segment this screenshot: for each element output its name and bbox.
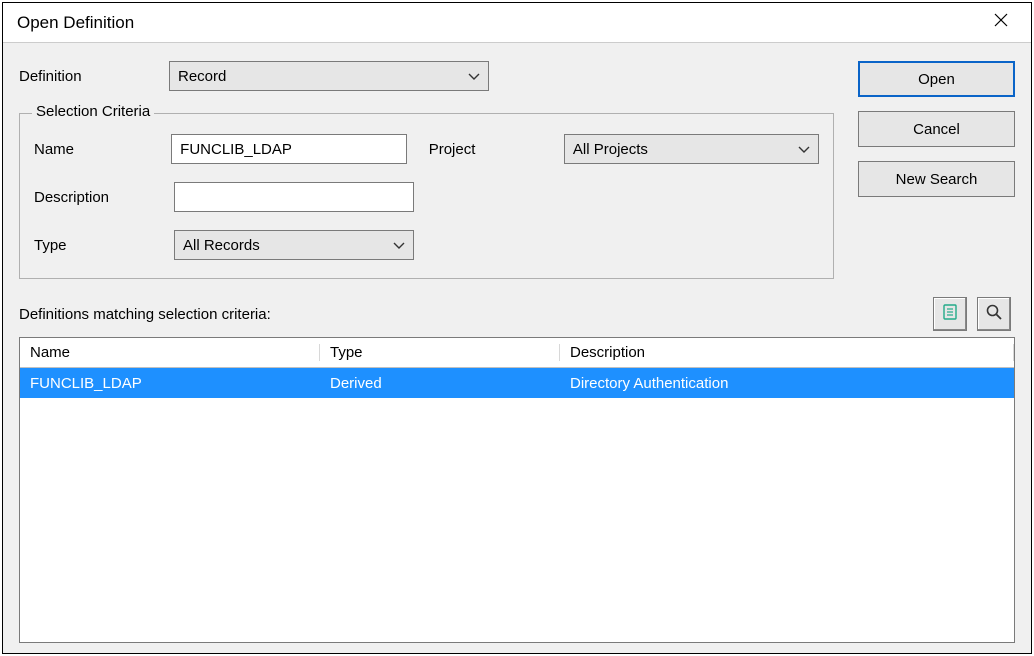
type-label: Type	[34, 237, 174, 254]
column-header-description[interactable]: Description	[560, 344, 1014, 361]
chevron-down-icon	[387, 237, 405, 254]
cancel-button[interactable]: Cancel	[858, 111, 1015, 147]
type-combo-value: All Records	[183, 237, 387, 254]
description-input[interactable]	[174, 182, 414, 212]
results-header: Name Type Description	[20, 338, 1014, 368]
project-combo-value: All Projects	[573, 141, 792, 158]
type-combo[interactable]: All Records	[174, 230, 414, 260]
chevron-down-icon	[462, 68, 480, 85]
cell-name: FUNCLIB_LDAP	[20, 375, 320, 392]
column-header-name[interactable]: Name	[20, 344, 320, 361]
open-button[interactable]: Open	[858, 61, 1015, 97]
open-definition-dialog: Open Definition Definition Record Sele	[2, 2, 1032, 654]
cell-description: Directory Authentication	[560, 375, 1014, 392]
results-body: FUNCLIB_LDAPDerivedDirectory Authenticat…	[20, 368, 1014, 398]
cell-type: Derived	[320, 375, 560, 392]
project-combo[interactable]: All Projects	[564, 134, 819, 164]
chevron-down-icon	[792, 141, 810, 158]
magnifier-icon	[985, 303, 1003, 325]
description-label: Description	[34, 189, 174, 206]
zoom-button[interactable]	[977, 297, 1011, 331]
selection-criteria-legend: Selection Criteria	[32, 103, 154, 120]
project-label: Project	[407, 141, 564, 158]
results-table: Name Type Description FUNCLIB_LDAPDerive…	[19, 337, 1015, 643]
definition-combo[interactable]: Record	[169, 61, 489, 91]
table-row[interactable]: FUNCLIB_LDAPDerivedDirectory Authenticat…	[20, 368, 1014, 398]
action-buttons: Open Cancel New Search	[858, 61, 1015, 197]
dialog-body: Definition Record Selection Criteria Nam…	[3, 43, 1031, 653]
matching-label: Definitions matching selection criteria:	[19, 306, 271, 323]
close-button[interactable]	[981, 11, 1021, 34]
titlebar: Open Definition	[3, 3, 1031, 43]
name-label: Name	[34, 141, 171, 158]
selection-criteria-group: Selection Criteria Name Project All Proj…	[19, 113, 834, 279]
window-title: Open Definition	[17, 13, 981, 33]
column-header-type[interactable]: Type	[320, 344, 560, 361]
definition-combo-value: Record	[178, 68, 462, 85]
definition-label: Definition	[19, 68, 169, 85]
name-input[interactable]	[171, 134, 407, 164]
list-view-button[interactable]	[933, 297, 967, 331]
new-search-button[interactable]: New Search	[858, 161, 1015, 197]
clipboard-list-icon	[941, 303, 959, 325]
